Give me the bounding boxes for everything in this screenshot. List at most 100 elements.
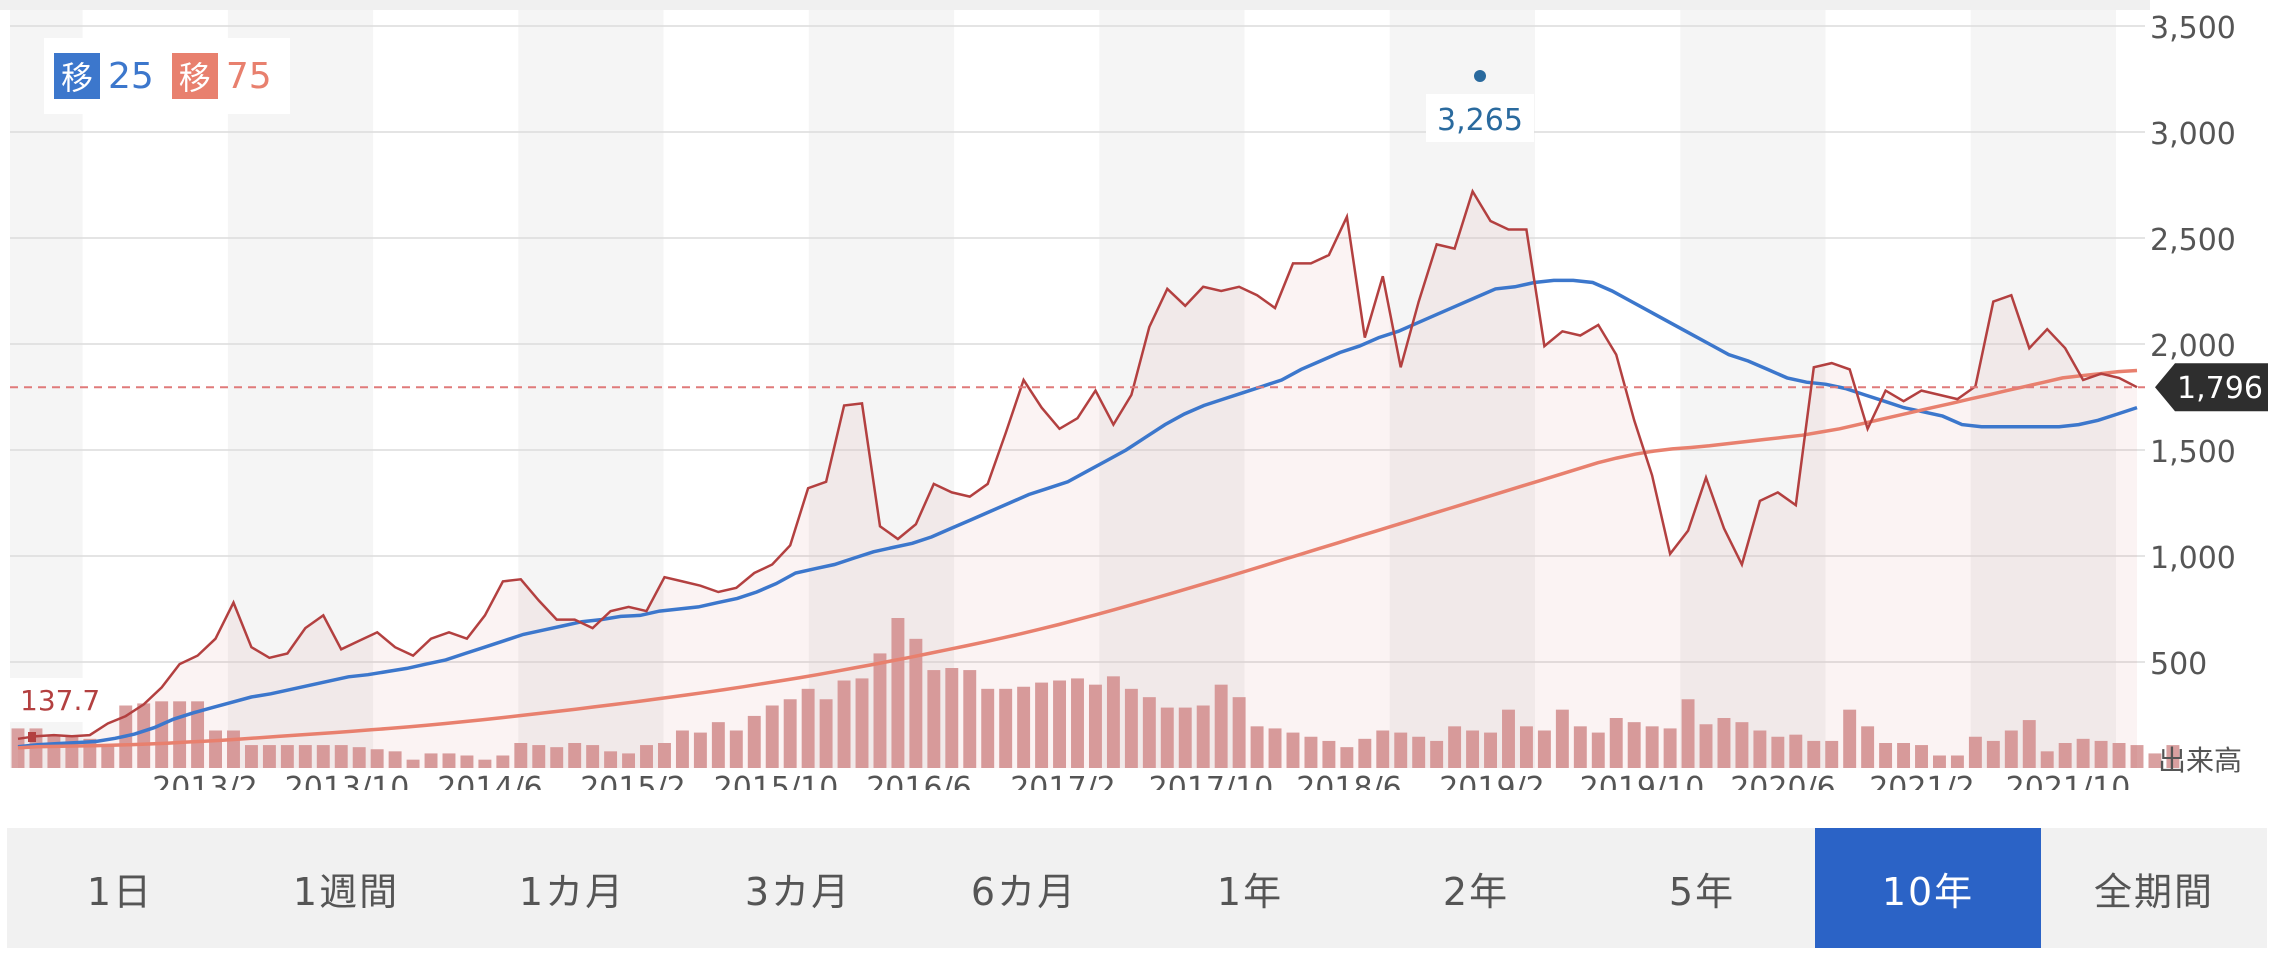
volume-bar [370, 749, 384, 768]
x-tick-label: 2014/6 [437, 771, 543, 790]
x-tick-label: 2016/6 [866, 771, 972, 790]
x-tick-label: 2015/10 [714, 771, 839, 790]
volume-bar [1825, 740, 1839, 768]
volume-bar [945, 668, 959, 768]
period-tab-1d[interactable]: 1日 [86, 869, 154, 914]
volume-bar [1412, 736, 1426, 768]
volume-bar [1250, 726, 1264, 768]
volume-bar [693, 732, 707, 768]
bg-band [227, 0, 374, 768]
volume-bar [1555, 709, 1569, 768]
volume-bar [1160, 707, 1174, 768]
volume-bar [262, 745, 276, 768]
volume-bar [1286, 732, 1300, 768]
current-price-tag [2155, 363, 2268, 412]
ma75-badge: 移 [171, 53, 218, 99]
volume-axis-label: 出来高 [2158, 744, 2242, 777]
volume-bar [1645, 726, 1659, 768]
x-tick-label: 2013/2 [152, 771, 258, 790]
volume-bar [927, 670, 941, 768]
period-tab-10y[interactable]: 10年 [1815, 828, 2041, 948]
volume-bar [1124, 688, 1138, 768]
period-tab-1m[interactable]: 1カ月 [518, 869, 626, 914]
volume-bar [1232, 697, 1246, 768]
volume-bar [1214, 684, 1228, 768]
volume-bar [1897, 743, 1911, 768]
volume-bar [1771, 736, 1785, 768]
volume-bar [1394, 732, 1408, 768]
volume-bar [765, 705, 779, 768]
volume-bar [1717, 718, 1731, 768]
volume-bar [2022, 720, 2036, 768]
volume-bar [1053, 680, 1067, 768]
y-tick-label: 2,000 [2150, 329, 2236, 364]
x-tick-label: 2017/2 [1010, 771, 1116, 790]
volume-bar [711, 722, 725, 768]
volume-bar [1035, 682, 1049, 768]
volume-bar [1430, 740, 1444, 768]
volume-bar [1950, 755, 1964, 768]
volume-bar [191, 701, 205, 768]
period-tab-1w[interactable]: 1週間 [292, 869, 400, 914]
period-tab-6m[interactable]: 6カ月 [970, 869, 1078, 914]
volume-bar [1071, 678, 1084, 768]
volume-bar [2040, 751, 2054, 768]
volume-bar [496, 755, 510, 768]
volume-bar [1268, 728, 1282, 768]
bg-band [808, 0, 955, 768]
volume-bar [334, 745, 348, 768]
volume-bar [1609, 718, 1623, 768]
volume-bar [550, 747, 564, 768]
volume-bar [1340, 747, 1354, 768]
volume-bar [1861, 726, 1875, 768]
volume-bar [1807, 740, 1821, 768]
volume-bar [1843, 709, 1857, 768]
volume-bar [1358, 738, 1372, 768]
price-area [18, 191, 2137, 768]
current-price-label: 1,796 [2177, 371, 2263, 406]
x-tick-label: 2021/2 [1869, 771, 1975, 790]
chart-legend: 移 25 移 75 [44, 38, 290, 114]
volume-bar [478, 759, 492, 768]
volume-bar [2076, 738, 2090, 768]
y-tick-label: 500 [2150, 647, 2207, 682]
ma75-line [17, 368, 2138, 750]
y-tick-label: 2,500 [2150, 223, 2236, 258]
volume-bar [675, 730, 689, 768]
volume-bar [514, 743, 528, 768]
volume-bar [2130, 745, 2144, 768]
period-tab-1y[interactable]: 1年 [1216, 869, 1284, 914]
volume-bar [2112, 743, 2126, 768]
period-tab-5y[interactable]: 5年 [1668, 869, 1736, 914]
volume-bar [2094, 740, 2108, 768]
volume-bar [963, 670, 977, 768]
volume-bar [1466, 730, 1480, 768]
period-tab-3m[interactable]: 3カ月 [744, 869, 852, 914]
stock-chart: 500 1,000 1,500 2,000 2,500 3,000 3,500 1,796 13… [0, 0, 2268, 806]
period-tab-all[interactable]: 全期間 [2093, 869, 2214, 914]
x-tick-label: 2019/10 [1580, 771, 1705, 790]
volume-bar [388, 751, 402, 768]
volume-bar [747, 715, 761, 768]
volume-bar [316, 745, 330, 768]
volume-bar [1663, 728, 1677, 768]
volume-bar [1753, 730, 1767, 768]
volume-bar [2004, 730, 2018, 768]
volume-bar [586, 745, 600, 768]
volume-bar [1699, 724, 1713, 768]
volume-bar [442, 753, 456, 768]
volume-bar [1573, 726, 1587, 768]
volume-bar [658, 743, 671, 768]
x-tick-label: 2020/6 [1730, 771, 1836, 790]
volume-bar [873, 653, 887, 768]
period-tab-2y[interactable]: 2年 [1442, 869, 1510, 914]
legend-ma25: 移 25 [54, 53, 162, 99]
x-tick-label: 2019/2 [1439, 771, 1545, 790]
period-selector: 1日 1週間 1カ月 3カ月 6カ月 1年 2年 5年 10年 全期間 [7, 828, 2267, 948]
volume-bar [855, 678, 869, 768]
ma75-value: 75 [225, 55, 272, 97]
first-price-marker [28, 732, 36, 742]
bg-band [10, 0, 83, 768]
volume-bar [891, 618, 905, 768]
volume-bar [568, 743, 582, 768]
